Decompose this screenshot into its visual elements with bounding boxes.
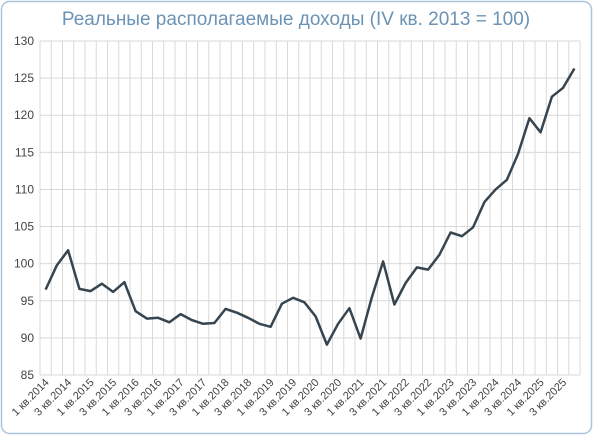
y-tick-label: 100 [14,257,34,271]
y-tick-label: 90 [21,331,35,345]
line [44,67,576,346]
y-tick-label: 95 [21,294,35,308]
chart-title: Реальные располагаемые доходы (IV кв. 20… [62,9,530,30]
y-tick-label: 120 [14,108,34,122]
y-tick-label: 125 [14,71,34,85]
y-tick-label: 110 [15,182,34,196]
y-tick-label: 85 [21,368,35,382]
y-tick-label: 130 [14,34,34,48]
y-tick-label: 105 [14,220,34,234]
y-tick-label: 115 [15,145,34,159]
